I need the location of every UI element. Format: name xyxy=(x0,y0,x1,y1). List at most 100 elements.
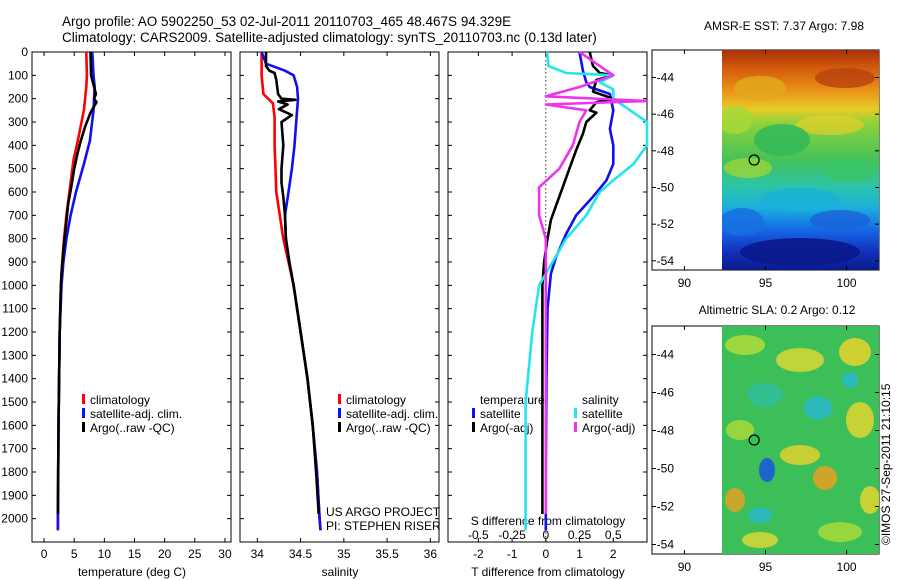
x-tick-label: 36 xyxy=(424,547,438,561)
x-tick-label: 0 xyxy=(41,547,48,561)
y-tick-label: 1700 xyxy=(1,442,28,456)
x-tick-label: 0 xyxy=(542,547,549,561)
x-tick-label: 1 xyxy=(576,547,583,561)
legend-label-argo: Argo(..raw -QC) xyxy=(346,421,431,435)
x-tick-label: 90 xyxy=(678,276,692,290)
x-tick-label: 34 xyxy=(251,547,265,561)
y-tick-label: 100 xyxy=(8,68,28,82)
x-tick-label: 35.5 xyxy=(375,547,399,561)
y-tick-label: 1800 xyxy=(1,465,28,479)
legend-swatch-s-satellite xyxy=(574,408,577,418)
y-tick-label: 0 xyxy=(21,45,28,59)
temperature-plot: 0 5 10 15 20 25 300100200300400500600700800900… xyxy=(1,45,232,561)
sla_map-axes-ticks: 90 95 100 -44 -46 -48 -50 -52 -54 xyxy=(652,326,879,574)
y-tick-label: -44 xyxy=(657,71,675,85)
x-tick-label: 95 xyxy=(759,560,773,574)
x-tick-label: 100 xyxy=(837,560,857,574)
sst-map-title: AMSR-E SST: 7.37 Argo: 7.98 xyxy=(704,19,864,33)
y-tick-label: 800 xyxy=(8,232,28,246)
sla-texture xyxy=(725,335,879,548)
x-tick-label: 2 xyxy=(610,547,617,561)
x-tick-label: 5 xyxy=(71,547,78,561)
sla-map-title: Altimetric SLA: 0.2 Argo: 0.12 xyxy=(699,303,856,317)
series-line-salinity-argo-adj- xyxy=(537,50,649,514)
temperature-legend: climatology satellite-adj. clim. Argo(..… xyxy=(82,393,182,435)
x-tick-label: 35 xyxy=(337,547,351,561)
y-tick-label: -48 xyxy=(657,144,675,158)
x-tick-label: 90 xyxy=(678,560,692,574)
difference-xlabel-salinity: S difference from climatology xyxy=(471,514,626,528)
figure-title-line1: Argo profile: AO 5902250_53 02-Jul-2011 … xyxy=(62,14,511,29)
y-tick-label: 1300 xyxy=(1,348,28,362)
legend-swatch-satellite-adj xyxy=(338,408,341,418)
y-tick-label: 1000 xyxy=(1,278,28,292)
legend-label-satellite-adj: satellite-adj. clim. xyxy=(90,407,182,421)
x-tick-label: 30 xyxy=(218,547,232,561)
y-tick-label: 1200 xyxy=(1,325,28,339)
y-tick-label: 500 xyxy=(8,162,28,176)
legend-label-t-argo: Argo(-adj) xyxy=(480,421,533,435)
difference-xlabel: T difference from climatology xyxy=(471,565,625,579)
x2-tick-label: 0.25 xyxy=(568,528,592,542)
legend-swatch-argo xyxy=(338,422,341,432)
x-tick-label: -2 xyxy=(473,547,484,561)
salinity-xlabel: salinity xyxy=(322,565,359,579)
legend-label-s-argo: Argo(-adj) xyxy=(582,421,635,435)
x-tick-label: -1 xyxy=(507,547,518,561)
salinity-panel xyxy=(239,51,440,543)
y-tick-label: -44 xyxy=(657,348,675,362)
x-tick-label: 100 xyxy=(837,276,857,290)
imos-watermark: ©IMOS 27-Sep-2011 21:10:15 xyxy=(879,383,893,545)
legend-label-climatology: climatology xyxy=(346,393,406,407)
legend-title-temperature: temperature xyxy=(480,393,545,407)
x2-tick-label: 0.5 xyxy=(605,528,622,542)
y-tick-label: -52 xyxy=(657,500,675,514)
argo-location-marker xyxy=(748,434,760,446)
legend-swatch-climatology xyxy=(82,394,85,404)
figure-title-line2: Climatology: CARS2009. Satellite-adjuste… xyxy=(62,30,597,45)
legend-swatch-t-satellite xyxy=(472,408,475,418)
y-tick-label: -52 xyxy=(657,217,675,231)
legend-swatch-argo xyxy=(82,422,85,432)
x-tick-label: 15 xyxy=(128,547,142,561)
x-tick-label: 20 xyxy=(158,547,172,561)
project-credit: US ARGO PROJECT xyxy=(326,505,441,519)
legend-label-argo: Argo(..raw -QC) xyxy=(90,421,175,435)
temperature-xlabel: temperature (deg C) xyxy=(78,565,186,579)
difference-legend: temperature satellite Argo(-adj) salinit… xyxy=(472,393,635,435)
legend-swatch-satellite-adj xyxy=(82,408,85,418)
temperature-axes xyxy=(31,51,232,543)
argo-location-marker xyxy=(748,154,760,166)
y-tick-label: 200 xyxy=(8,92,28,106)
y-tick-label: -54 xyxy=(657,538,675,552)
y-tick-label: 600 xyxy=(8,185,28,199)
y-tick-label: 1600 xyxy=(1,418,28,432)
series-line-argo-raw-qc- xyxy=(264,52,320,515)
y-tick-label: -46 xyxy=(657,107,675,121)
difference-plot: -2 -1 0 1 2 -0.5 -0.25 0 0.25 0.5 xyxy=(448,50,649,561)
x2-tick-label: -0.25 xyxy=(498,528,526,542)
y-tick-label: 1100 xyxy=(2,302,28,316)
legend-label-t-satellite: satellite xyxy=(480,407,521,421)
sst_map-axes-ticks: 90 95 100 -44 -46 -48 -50 -52 -54 xyxy=(652,50,879,290)
y-tick-label: 2000 xyxy=(1,512,28,526)
series-line-argo-raw-qc- xyxy=(56,51,98,515)
salinity-axes xyxy=(239,51,440,543)
y-tick-label: -50 xyxy=(657,181,675,195)
salinity-plot: 34 34.5 35 35.5 36 xyxy=(240,51,439,561)
legend-label-climatology: climatology xyxy=(90,393,150,407)
sla-map: Altimetric SLA: 0.2 Argo: 0.12 xyxy=(651,303,880,555)
x2-tick-label: -0.5 xyxy=(468,528,489,542)
y-tick-label: 700 xyxy=(8,208,28,222)
legend-swatch-s-argo xyxy=(574,422,577,432)
sst-map: AMSR-E SST: 7.37 Argo: 7.98 xyxy=(651,19,880,271)
x-tick-label: 34.5 xyxy=(289,547,313,561)
salinity-legend: climatology satellite-adj. clim. Argo(..… xyxy=(338,393,438,435)
y-tick-label: -50 xyxy=(657,462,675,476)
y-tick-label: 1900 xyxy=(1,488,28,502)
y-tick-label: -46 xyxy=(657,386,675,400)
temperature-panel xyxy=(31,51,232,543)
pi-credit: PI: STEPHEN RISER xyxy=(326,519,441,533)
sst-texture xyxy=(722,68,876,266)
